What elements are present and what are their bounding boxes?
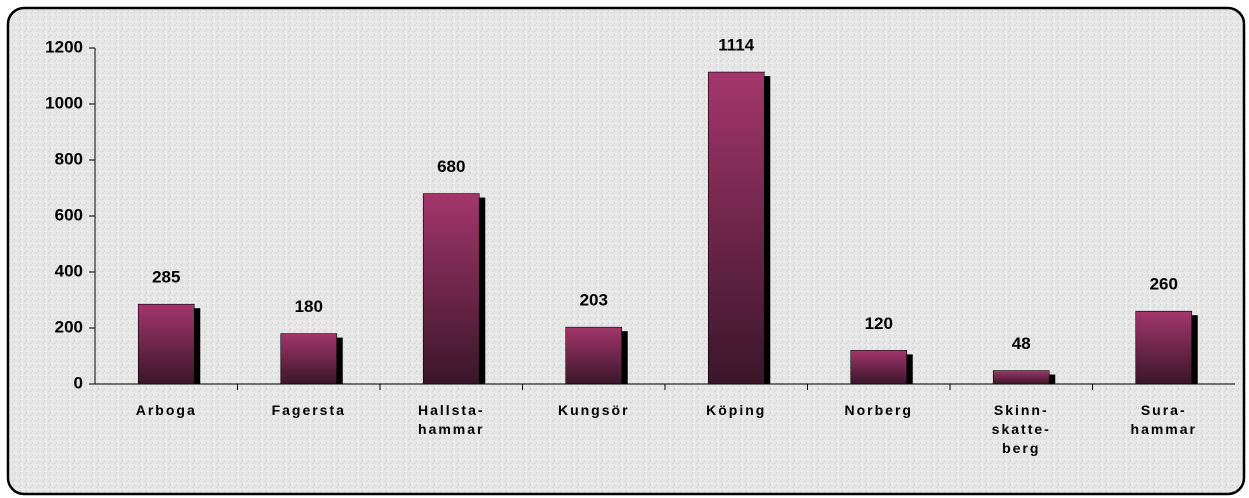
x-tick-label: Sura- hammar bbox=[1130, 402, 1197, 437]
x-tick-label: Skinn- skatte- berg bbox=[991, 402, 1051, 456]
bar bbox=[280, 333, 338, 385]
y-tick-label: 400 bbox=[55, 261, 83, 280]
x-tick-label: Köping bbox=[706, 402, 767, 418]
data-label: 260 bbox=[1150, 275, 1178, 294]
y-tick-label: 1000 bbox=[45, 93, 83, 112]
y-tick-label: 0 bbox=[74, 373, 83, 392]
x-tick-label: Hallsta- hammar bbox=[417, 402, 485, 437]
bar bbox=[565, 326, 623, 385]
data-label: 120 bbox=[865, 314, 893, 333]
data-label: 203 bbox=[580, 291, 608, 310]
x-tick-label: Fagersta bbox=[271, 402, 346, 418]
bar bbox=[137, 303, 195, 385]
y-tick-label: 800 bbox=[55, 149, 83, 168]
bar bbox=[850, 350, 908, 385]
x-tick-label: Kungsör bbox=[557, 402, 630, 418]
x-tick-label: Norberg bbox=[844, 402, 913, 418]
bar bbox=[1135, 310, 1193, 385]
y-tick-label: 200 bbox=[55, 317, 83, 336]
y-tick-label: 1200 bbox=[45, 37, 83, 56]
data-label: 285 bbox=[152, 268, 180, 287]
data-label: 48 bbox=[1012, 334, 1031, 353]
data-label: 1114 bbox=[718, 36, 754, 55]
bar bbox=[992, 370, 1050, 385]
bar bbox=[707, 71, 765, 385]
bar bbox=[422, 193, 480, 385]
data-label: 180 bbox=[295, 297, 323, 316]
data-label: 680 bbox=[437, 157, 465, 176]
x-tick-label: Arboga bbox=[135, 402, 197, 418]
y-tick-label: 600 bbox=[55, 205, 83, 224]
